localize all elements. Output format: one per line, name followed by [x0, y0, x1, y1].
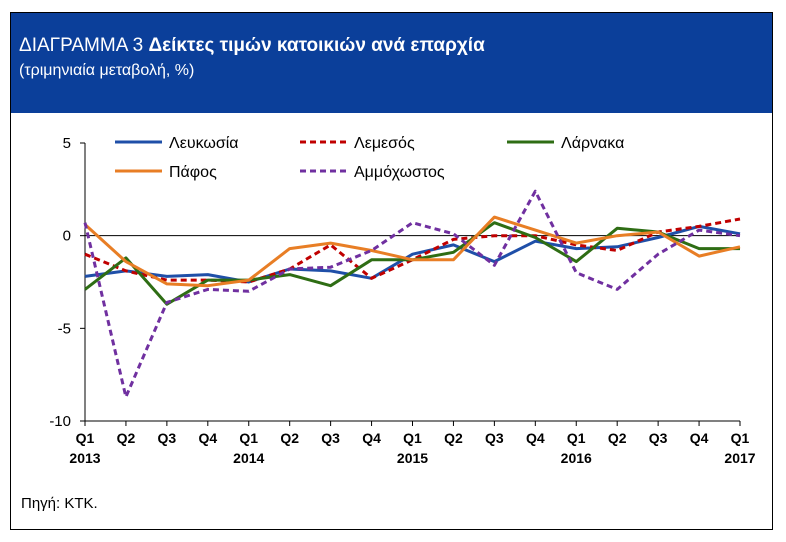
y-tick-label: 0 — [63, 228, 71, 245]
legend-label-ammochostos: Αμμόχωστος — [354, 164, 445, 181]
x-tick-label: Q1 — [403, 430, 422, 446]
x-tick-label: Q2 — [117, 430, 136, 446]
series-line-pafos — [83, 215, 741, 288]
y-tick-label: -5 — [58, 320, 71, 337]
x-tick-label: Q4 — [526, 430, 545, 446]
x-tick-label: Q2 — [608, 430, 627, 446]
x-tick-label: Q4 — [362, 430, 381, 446]
x-tick-label: Q1 — [239, 430, 258, 446]
year-label: 2014 — [233, 450, 264, 466]
chart-title: ΔΙΑΓΡΑΜΜΑ 3 Δείκτες τιμών κατοικιών ανά … — [19, 35, 485, 57]
x-tick-label: Q3 — [485, 430, 504, 446]
source-note: Πηγή: ΚΤΚ. — [21, 495, 98, 512]
legend-label-lemesos: Λεμεσός — [354, 135, 415, 152]
y-tick-label: -10 — [49, 413, 71, 430]
x-tick-label: Q2 — [444, 430, 463, 446]
chart-header: ΔΙΑΓΡΑΜΜΑ 3 Δείκτες τιμών κατοικιών ανά … — [11, 13, 772, 113]
legend-label-lefkosia: Λευκωσία — [169, 135, 239, 152]
x-tick-label: Q1 — [76, 430, 95, 446]
chart-frame: ΔΙΑΓΡΑΜΜΑ 3 Δείκτες τιμών κατοικιών ανά … — [10, 12, 773, 530]
x-tick-label: Q1 — [567, 430, 586, 446]
series-line-lemesos — [84, 217, 741, 284]
x-tick-label: Q3 — [158, 430, 177, 446]
chart-subtitle: (τριμηνιαία μεταβολή, %) — [19, 62, 195, 79]
year-label: 2015 — [397, 450, 428, 466]
x-tick-label: Q4 — [198, 430, 217, 446]
title-prefix: ΔΙΑΓΡΑΜΜΑ 3 — [19, 35, 144, 56]
x-tick-label: Q2 — [280, 430, 299, 446]
x-tick-label: Q1 — [731, 430, 750, 446]
y-tick-label: 5 — [63, 135, 71, 152]
x-tick-label: Q3 — [649, 430, 668, 446]
x-tick-label: Q4 — [690, 430, 709, 446]
title-bold: Δείκτες τιμών κατοικιών ανά επαρχία — [148, 35, 485, 56]
legend-label-larnaka: Λάρνακα — [561, 135, 624, 152]
year-label: 2016 — [561, 450, 592, 466]
x-tick-label: Q3 — [321, 430, 340, 446]
year-label: 2013 — [69, 450, 100, 466]
series-line-ammochostos — [83, 189, 741, 399]
legend-label-pafos: Πάφος — [169, 164, 217, 181]
year-label: 2017 — [724, 450, 755, 466]
